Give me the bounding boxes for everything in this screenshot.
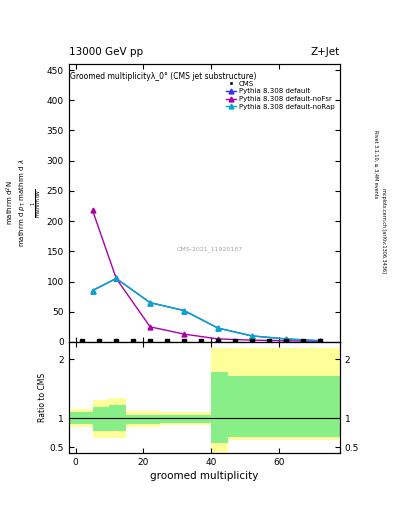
Bar — [127, 411, 143, 427]
Bar — [211, 372, 228, 442]
Bar — [109, 405, 127, 431]
Bar — [143, 415, 160, 424]
X-axis label: groomed multiplicity: groomed multiplicity — [150, 471, 259, 481]
Y-axis label: mathrm d$^2$N
mathrm d $p_T$ mathrm d $\lambda$
$\frac{1}{\mathrm{mathrm}\,\math: mathrm d$^2$N mathrm d $p_T$ mathrm d $\… — [5, 158, 44, 247]
Bar — [177, 415, 194, 423]
Bar — [177, 412, 194, 425]
Bar — [194, 412, 211, 425]
Bar — [143, 411, 160, 427]
Bar — [160, 415, 177, 423]
Bar — [69, 412, 92, 424]
Bar — [160, 412, 177, 425]
Text: CMS-2021_11920187: CMS-2021_11920187 — [177, 246, 243, 252]
Bar — [228, 376, 245, 437]
Bar — [92, 400, 109, 438]
Text: mcplots.cern.ch [arXiv:1306.3436]: mcplots.cern.ch [arXiv:1306.3436] — [381, 188, 386, 273]
Bar — [245, 348, 340, 440]
Text: Rivet 3.1.10, ≥ 3.4M events: Rivet 3.1.10, ≥ 3.4M events — [373, 130, 378, 198]
Text: Groomed multiplicityλ_0° (CMS jet substructure): Groomed multiplicityλ_0° (CMS jet substr… — [70, 72, 257, 81]
Bar — [211, 348, 228, 454]
Legend: CMS, Pythia 8.308 default, Pythia 8.308 default-noFsr, Pythia 8.308 default-noRa: CMS, Pythia 8.308 default, Pythia 8.308 … — [224, 78, 336, 112]
Bar — [69, 409, 92, 427]
Text: Z+Jet: Z+Jet — [311, 47, 340, 57]
Text: 13000 GeV pp: 13000 GeV pp — [69, 47, 143, 57]
Y-axis label: Ratio to CMS: Ratio to CMS — [38, 373, 47, 422]
Bar — [127, 415, 143, 424]
Bar — [194, 415, 211, 423]
Bar — [228, 348, 245, 440]
Bar — [92, 408, 109, 431]
Bar — [245, 376, 340, 437]
Bar — [109, 397, 127, 438]
